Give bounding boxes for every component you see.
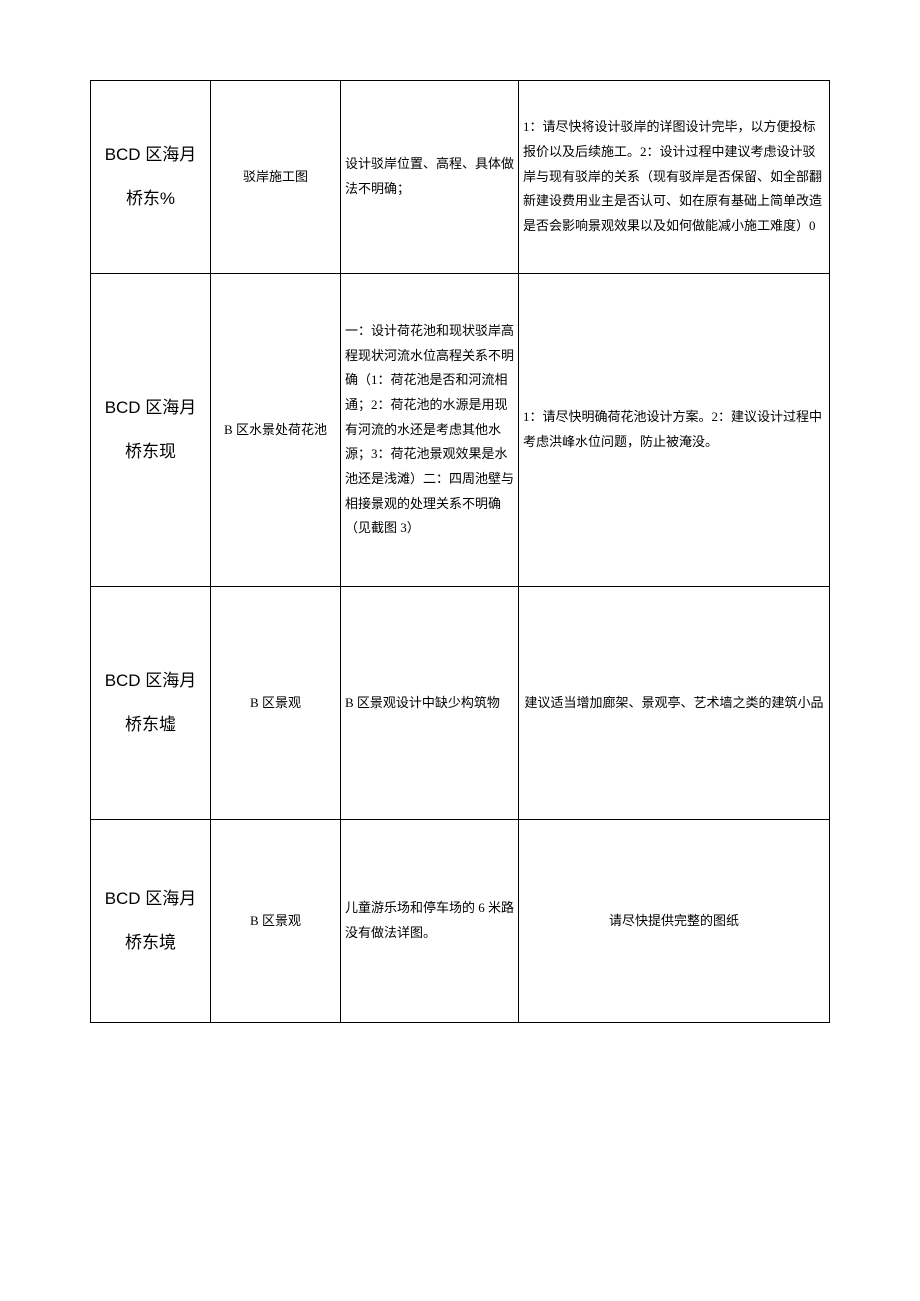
cell-issue: 儿童游乐场和停车场的 6 米路没有做法详图。	[341, 820, 519, 1023]
cell-area: BCD 区海月桥东现	[91, 274, 211, 587]
cell-item: B 区景观	[211, 820, 341, 1023]
cell-suggestion: 建议适当增加廊架、景观亭、艺术墙之类的建筑小品	[519, 587, 830, 820]
cell-item: B 区景观	[211, 587, 341, 820]
cell-suggestion: 1：请尽快将设计驳岸的详图设计完毕，以方便投标报价以及后续施工。2：设计过程中建…	[519, 81, 830, 274]
cell-area: BCD 区海月桥东境	[91, 820, 211, 1023]
cell-area: BCD 区海月桥东%	[91, 81, 211, 274]
document-page: BCD 区海月桥东% 驳岸施工图 设计驳岸位置、高程、具体做法不明确； 1：请尽…	[0, 0, 920, 1103]
cell-issue: 设计驳岸位置、高程、具体做法不明确；	[341, 81, 519, 274]
cell-item: B 区水景处荷花池	[211, 274, 341, 587]
table-row: BCD 区海月桥东墟 B 区景观 B 区景观设计中缺少构筑物 建议适当增加廊架、…	[91, 587, 830, 820]
issues-table: BCD 区海月桥东% 驳岸施工图 设计驳岸位置、高程、具体做法不明确； 1：请尽…	[90, 80, 830, 1023]
table-row: BCD 区海月桥东现 B 区水景处荷花池 一：设计荷花池和现状驳岸高程现状河流水…	[91, 274, 830, 587]
cell-issue: B 区景观设计中缺少构筑物	[341, 587, 519, 820]
table-row: BCD 区海月桥东境 B 区景观 儿童游乐场和停车场的 6 米路没有做法详图。 …	[91, 820, 830, 1023]
cell-suggestion: 请尽快提供完整的图纸	[519, 820, 830, 1023]
cell-area: BCD 区海月桥东墟	[91, 587, 211, 820]
cell-issue: 一：设计荷花池和现状驳岸高程现状河流水位高程关系不明确（1：荷花池是否和河流相通…	[341, 274, 519, 587]
cell-suggestion: 1：请尽快明确荷花池设计方案。2：建议设计过程中考虑洪峰水位问题，防止被淹没。	[519, 274, 830, 587]
table-row: BCD 区海月桥东% 驳岸施工图 设计驳岸位置、高程、具体做法不明确； 1：请尽…	[91, 81, 830, 274]
cell-item: 驳岸施工图	[211, 81, 341, 274]
